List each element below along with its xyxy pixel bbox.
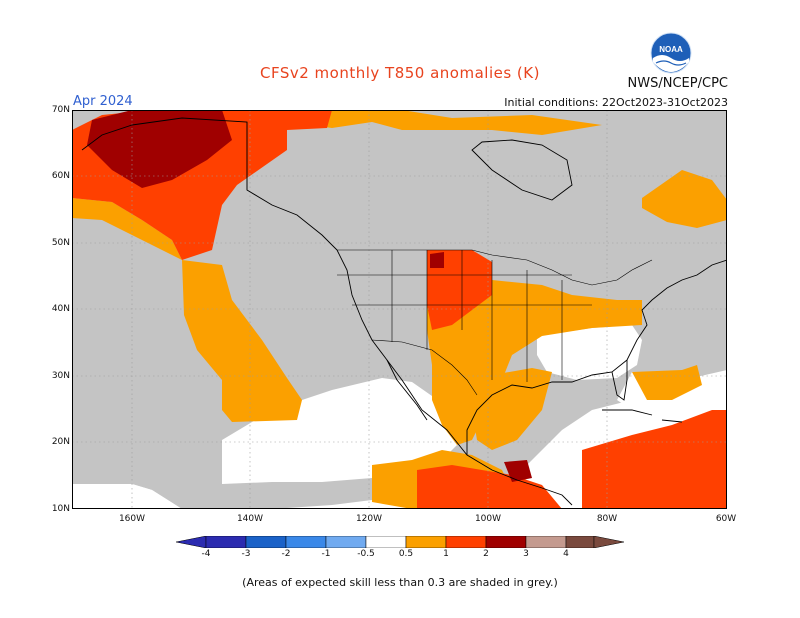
anomaly-region-1-2-caribbean <box>582 410 727 509</box>
lon-label: 120W <box>355 514 383 524</box>
lon-label: 100W <box>474 514 502 524</box>
lat-label: 10N <box>51 504 70 514</box>
colorbar-label: -4 <box>201 549 211 559</box>
initial-conditions-label: Initial conditions: 22Oct2023-31Oct2023 <box>504 96 728 109</box>
lon-label: 80W <box>596 514 618 524</box>
anomaly-region-2-3-alaska <box>87 110 232 188</box>
anomaly-region-0p5-1-west <box>182 260 302 422</box>
colorbar-label: 1 <box>443 549 449 559</box>
target-month-label: Apr 2024 <box>73 94 133 109</box>
colorbar <box>176 536 624 548</box>
anomaly-region-0p5-1-canada-east <box>642 170 727 228</box>
lon-label: 60W <box>715 514 737 524</box>
lat-label: 50N <box>51 238 70 248</box>
colorbar-label: -2 <box>281 549 291 559</box>
anomaly-region-1-2-plains <box>427 250 492 330</box>
lat-label: 60N <box>51 171 70 181</box>
colorbar-label: 2 <box>483 549 489 559</box>
map-title: CFSv2 monthly T850 anomalies (K) <box>260 64 540 82</box>
anomaly-region-0p5-1-north <box>287 110 602 135</box>
lat-label: 70N <box>51 105 70 115</box>
agency-label: NWS/NCEP/CPC <box>627 76 728 91</box>
noaa-logo-icon: NOAA <box>650 32 692 74</box>
colorbar-label: -1 <box>321 549 331 559</box>
anomaly-region-1-2-mexico-south <box>417 465 562 509</box>
neutral-region-pacific <box>222 378 462 484</box>
political-borders <box>246 122 653 396</box>
lat-label: 30N <box>51 371 70 381</box>
lon-label: 160W <box>118 514 146 524</box>
anomaly-map <box>72 110 727 509</box>
colorbar-label: -3 <box>241 549 251 559</box>
colorbar-label: -0.5 <box>357 549 375 559</box>
lon-label: 140W <box>236 514 264 524</box>
skill-footnote: (Areas of expected skill less than 0.3 a… <box>242 576 558 589</box>
anomaly-region-1-2-north <box>237 110 332 135</box>
colorbar-label: 3 <box>523 549 529 559</box>
colorbar-label: 4 <box>563 549 569 559</box>
svg-text:NOAA: NOAA <box>659 45 683 54</box>
anomaly-region-2-3-plains <box>430 252 444 268</box>
lat-label: 20N <box>51 437 70 447</box>
lat-label: 40N <box>51 304 70 314</box>
neutral-region-southeast <box>537 325 642 380</box>
anomaly-region-2-3-caribbean <box>504 460 532 482</box>
graticule <box>72 110 727 509</box>
neutral-region-sw-pacific <box>72 484 182 509</box>
anomaly-region-0p5-1-caribbean <box>632 365 702 400</box>
anomaly-region-0p5-1-alaska-south <box>72 198 182 260</box>
colorbar-label: 0.5 <box>398 549 414 559</box>
anomaly-region-0p5-1-gulf <box>472 368 552 450</box>
